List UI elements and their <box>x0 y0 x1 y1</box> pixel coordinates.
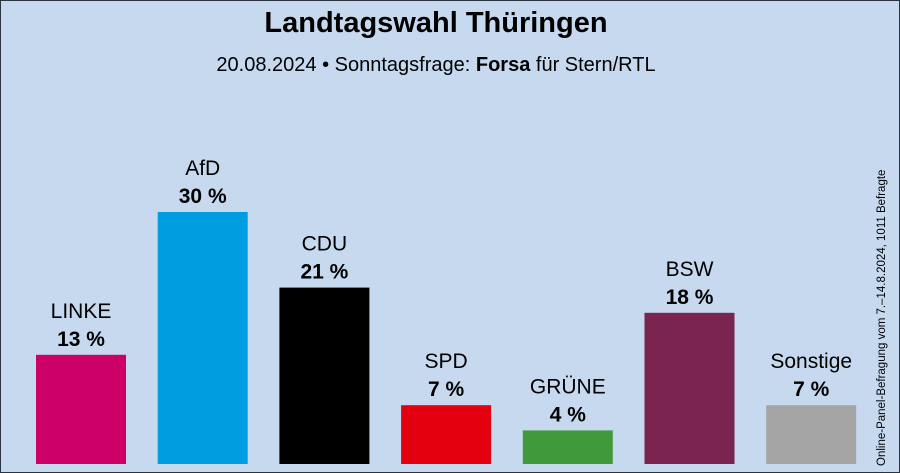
subtitle-date-label: 20.08.2024 • Sonntagsfrage: <box>216 54 471 76</box>
value-label-cdu: 21 % <box>300 261 348 284</box>
chart-title: Landtagswahl Thüringen <box>264 7 608 39</box>
value-label-gruene: 4 % <box>550 403 587 426</box>
bar-gruene <box>522 430 613 464</box>
value-label-bsw: 18 % <box>666 286 714 309</box>
category-label-gruene: GRÜNE <box>530 375 606 398</box>
category-label-sonstige: Sonstige <box>770 350 852 373</box>
value-label-sonstige: 7 % <box>793 378 830 401</box>
bar-spd <box>401 405 492 464</box>
bar-bsw <box>644 312 735 464</box>
subtitle-client: für Stern/RTL <box>535 54 656 76</box>
category-label-afd: AfD <box>185 157 220 180</box>
bar-afd <box>157 212 248 464</box>
bar-linke <box>36 354 126 464</box>
value-label-afd: 30 % <box>179 185 227 208</box>
value-label-spd: 7 % <box>428 378 465 401</box>
category-label-bsw: BSW <box>666 258 714 281</box>
category-label-spd: SPD <box>425 350 468 373</box>
bar-cdu <box>279 287 370 464</box>
subtitle-institute: Forsa <box>475 54 531 76</box>
chart-subtitle: 20.08.2024 • Sonntagsfrage: Forsa für St… <box>1 54 871 77</box>
category-label-linke: LINKE <box>51 300 112 323</box>
methodology-note: Online-Panel-Befragung vom 7.–14.8.2024,… <box>876 169 888 466</box>
value-label-linke: 13 % <box>57 328 105 351</box>
bar-sonstige <box>766 405 857 464</box>
category-label-cdu: CDU <box>302 233 348 256</box>
